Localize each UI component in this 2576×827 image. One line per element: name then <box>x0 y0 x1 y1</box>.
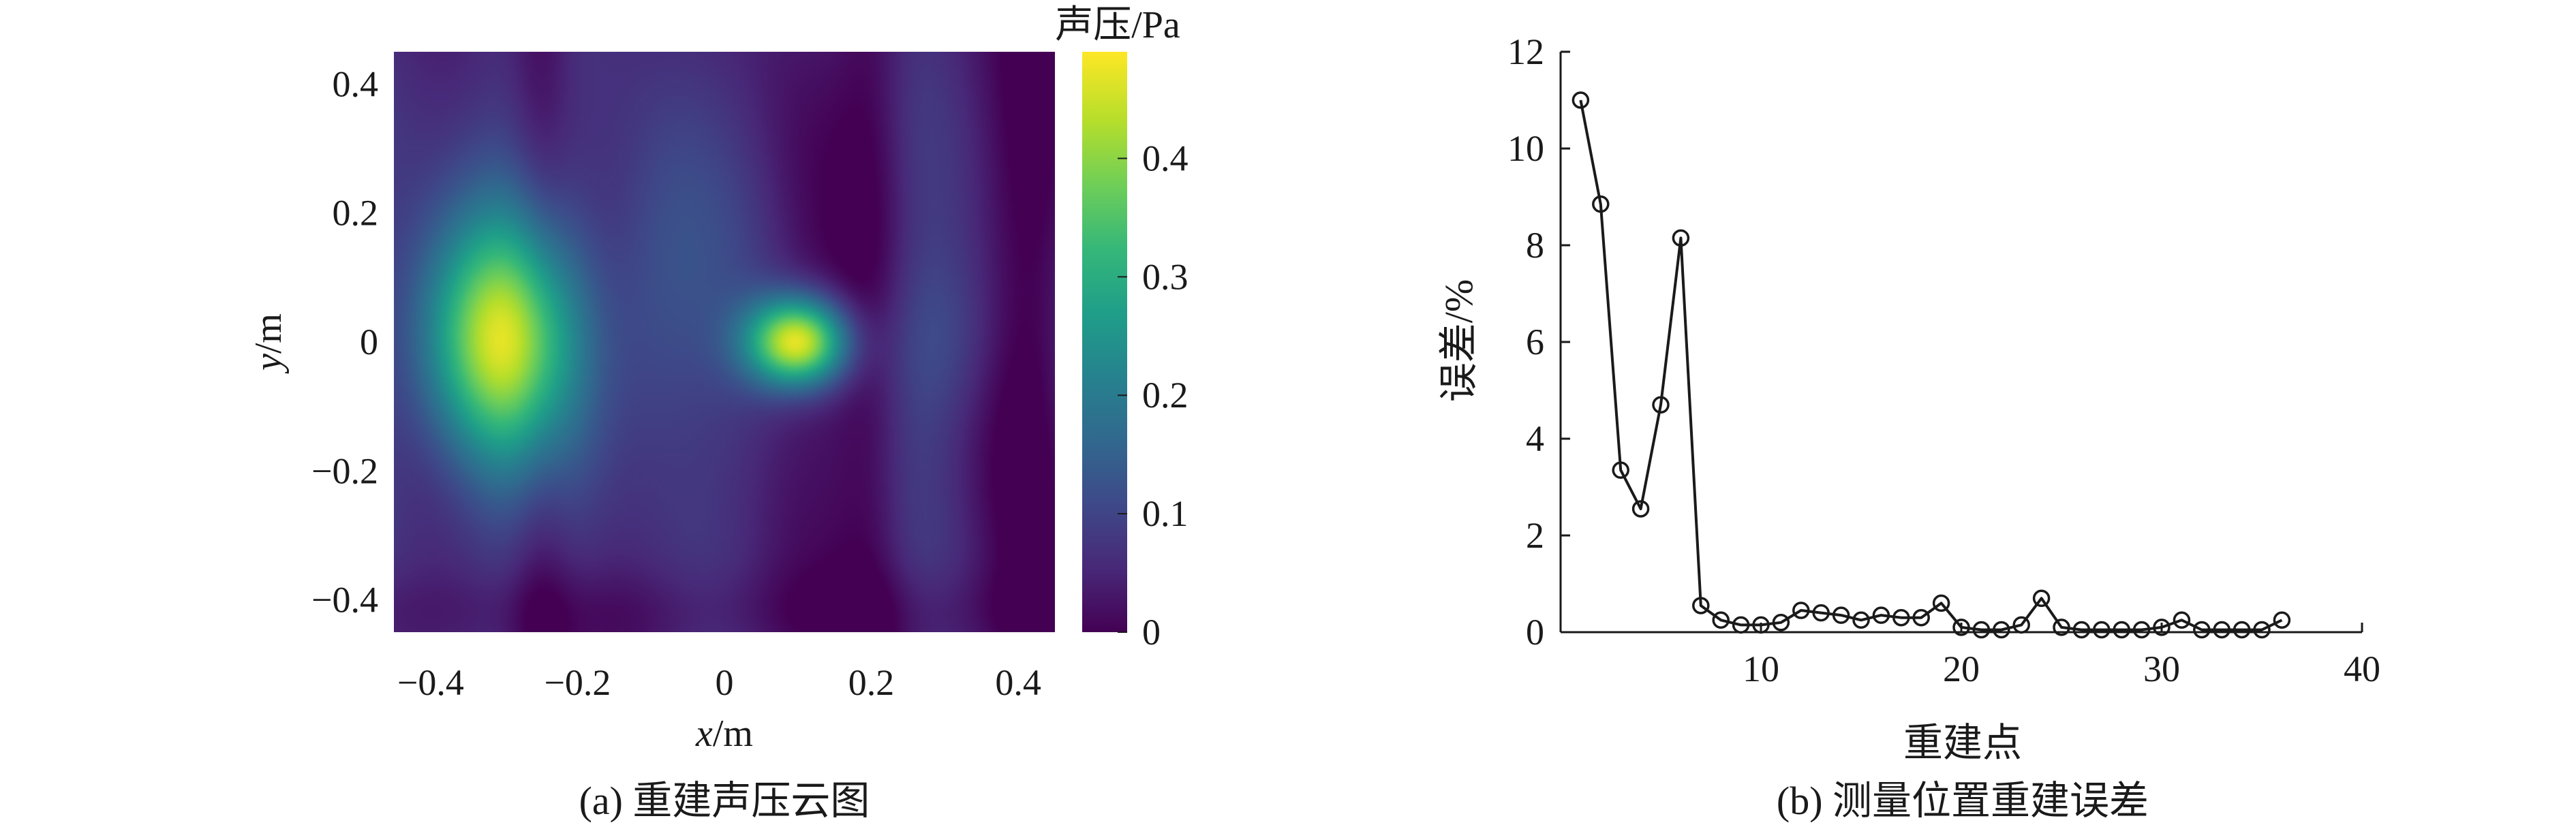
line-x-tick-label: 30 <box>2143 649 2180 689</box>
data-point <box>2233 621 2251 639</box>
data-point <box>1652 396 1670 414</box>
heatmap-x-tick-label: −0.4 <box>397 662 464 703</box>
data-point <box>1852 611 1870 629</box>
data-point <box>2273 611 2291 629</box>
line-title: (b) 测量位置重建误差 <box>1777 779 2149 823</box>
line-x-label: 重建点 <box>1903 721 2022 765</box>
data-point <box>1732 616 1750 634</box>
data-point <box>1932 594 1950 612</box>
series-line <box>1579 99 2283 631</box>
line-y-tick-label: 0 <box>1526 612 1544 653</box>
data-point <box>1631 500 1650 518</box>
colorbar-tick-label: 0.1 <box>1142 493 1189 534</box>
line-series <box>1571 91 2291 639</box>
heatmap-y-tick-label: 0 <box>360 322 378 362</box>
data-point <box>1612 461 1629 479</box>
data-point <box>1993 621 2010 639</box>
data-point <box>1692 597 1710 614</box>
data-point <box>2113 621 2130 639</box>
data-point <box>2072 621 2091 639</box>
data-point <box>1972 621 1991 639</box>
line-y-tick-label: 12 <box>1507 31 1544 72</box>
data-point <box>1952 619 1970 636</box>
data-point <box>2253 621 2271 639</box>
data-point <box>1672 229 1690 247</box>
data-point <box>1812 604 1830 622</box>
data-point <box>1832 606 1850 624</box>
colorbar-label: 声压/Pa <box>1055 4 1180 46</box>
data-point <box>2213 621 2230 639</box>
line-y-tick-label: 6 <box>1526 322 1544 362</box>
heatmap-y-ticks: −0.4 −0.2 0 0.2 0.4 <box>311 63 378 620</box>
colorbar <box>1082 52 1127 632</box>
chart-b: 10 20 30 40 0 2 4 6 8 10 12 重建点 误差/% (b) 测量位置重建误差 <box>1437 31 2380 823</box>
heatmap-x-label: x/m <box>695 713 753 755</box>
line-y-ticks: 0 2 4 6 8 10 12 <box>1507 31 1570 653</box>
colorbar-tick-label: 0 <box>1142 612 1161 653</box>
data-point <box>2132 621 2151 639</box>
heatmap-x-tick-label: −0.2 <box>544 662 611 703</box>
data-point <box>2032 589 2051 608</box>
heatmap-y-tick-label: 0.4 <box>333 63 379 104</box>
line-x-tick-label: 20 <box>1943 649 1980 689</box>
heatmap-x-tick-label: 0.4 <box>995 662 1041 703</box>
heatmap-x-tick-label: 0.2 <box>848 662 895 703</box>
data-point <box>1592 195 1610 213</box>
data-point <box>2153 619 2171 636</box>
data-point <box>1772 614 1790 631</box>
line-y-tick-label: 2 <box>1526 515 1544 556</box>
line-y-tick-label: 4 <box>1526 418 1544 459</box>
line-y-label: 误差/% <box>1437 279 1481 402</box>
data-point <box>1752 616 1770 634</box>
line-x-tick-label: 10 <box>1743 649 1779 689</box>
data-point <box>2173 611 2191 629</box>
heatmap-y-tick-label: −0.4 <box>311 580 378 621</box>
heatmap-title: (a) 重建声压云图 <box>579 779 870 823</box>
line-x-tick-label: 40 <box>2344 649 2380 689</box>
data-point <box>1912 608 1930 627</box>
colorbar-ticks: 0 0.1 0.2 0.3 0.4 <box>1118 138 1189 653</box>
line-x-ticks: 10 20 30 40 <box>1743 623 2380 689</box>
heatmap-x-ticks: −0.4 −0.2 0 0.2 0.4 <box>397 662 1041 703</box>
line-y-tick-label: 10 <box>1507 128 1544 169</box>
heatmap-y-label: y/m <box>247 313 290 374</box>
chart-a: −0.4 −0.2 0 0.2 0.4 −0.4−0.200.20.4 x/m y/m … <box>247 4 1189 823</box>
data-point <box>1571 91 1590 109</box>
data-point <box>2053 619 2070 636</box>
data-point <box>1712 611 1730 629</box>
data-point <box>2012 616 2030 634</box>
colorbar-tick-label: 0.3 <box>1142 256 1189 297</box>
heatmap-plot <box>394 52 1055 632</box>
heatmap-y-tick-label: 0.2 <box>333 193 379 234</box>
heatmap-y-tick-label: −0.2 <box>311 450 378 491</box>
data-point <box>2093 621 2111 639</box>
data-point <box>2193 621 2211 639</box>
line-y-tick-label: 8 <box>1526 225 1544 266</box>
data-point <box>1792 602 1810 619</box>
heatmap-x-tick-label: 0 <box>716 662 734 703</box>
data-point <box>1872 606 1890 624</box>
colorbar-tick-label: 0.2 <box>1142 375 1189 416</box>
data-point <box>1892 608 1910 627</box>
colorbar-tick-label: 0.4 <box>1142 138 1189 178</box>
